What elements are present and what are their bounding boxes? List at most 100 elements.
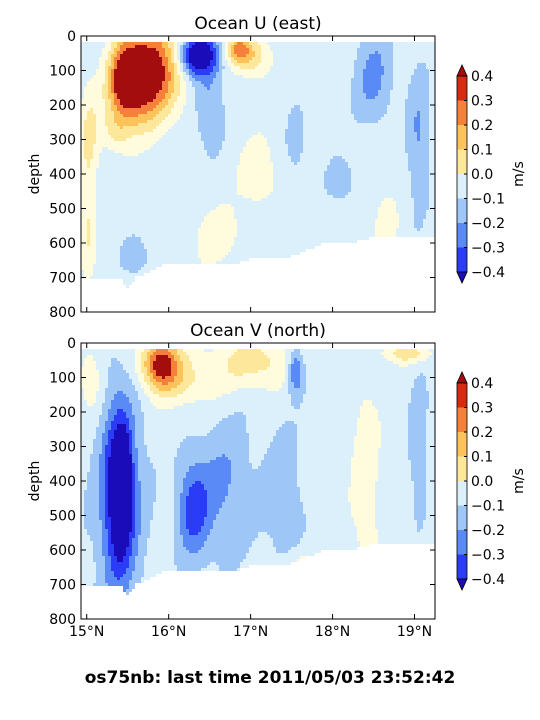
contour-cell (123, 159, 127, 163)
contour-cell (114, 69, 118, 73)
contour-cell (180, 69, 184, 73)
contour-cell (234, 132, 238, 136)
contour-cell (219, 63, 223, 67)
contour-cell (270, 147, 274, 151)
contour-cell (252, 90, 256, 94)
contour-cell (87, 60, 91, 64)
contour-cell (297, 36, 301, 40)
contour-cell (108, 72, 112, 76)
contour-cell (165, 63, 169, 67)
contour-cell (135, 60, 139, 64)
contour-cell (393, 93, 397, 97)
contour-cell (291, 72, 295, 76)
contour-cell (132, 126, 136, 130)
contour-cell (354, 135, 358, 139)
contour-cell (378, 129, 382, 133)
contour-cell (117, 36, 121, 40)
contour-cell (423, 144, 427, 148)
contour-cell (183, 159, 187, 163)
contour-cell (402, 111, 406, 115)
contour-cell (411, 147, 415, 151)
contour-cell (120, 81, 124, 85)
contour-cell (318, 150, 322, 154)
contour-cell (273, 87, 277, 91)
contour-cell (201, 111, 205, 115)
contour-cell (372, 138, 376, 142)
contour-cell (267, 114, 271, 118)
contour-cell (243, 120, 247, 124)
contour-cell (342, 36, 346, 40)
contour-cell (285, 135, 289, 139)
contour-cell (363, 129, 367, 133)
contour-cell (381, 126, 385, 130)
contour-cell (375, 141, 379, 145)
contour-cell (264, 69, 268, 73)
contour-cell (189, 39, 193, 43)
contour-cell (363, 84, 367, 88)
contour-cell (279, 36, 283, 40)
contour-cell (303, 126, 307, 130)
contour-cell (225, 72, 229, 76)
contour-cell (333, 66, 337, 70)
contour-cell (270, 84, 274, 88)
contour-cell (144, 54, 148, 58)
contour-cell (105, 63, 109, 67)
contour-cell (111, 93, 115, 97)
contour-cell (90, 84, 94, 88)
contour-cell (276, 135, 280, 139)
contour-cell (324, 78, 328, 82)
contour-cell (429, 54, 433, 58)
contour-cell (315, 147, 319, 151)
contour-cell (318, 75, 322, 79)
contour-cell (312, 75, 316, 79)
contour-cell (132, 48, 136, 52)
contour-cell (423, 150, 427, 154)
contour-cell (300, 114, 304, 118)
contour-cell (147, 141, 151, 145)
contour-cell (273, 54, 277, 58)
contour-cell (429, 117, 433, 121)
contour-cell (180, 117, 184, 121)
contour-cell (300, 81, 304, 85)
contour-cell (405, 105, 409, 109)
contour-cell (96, 54, 100, 58)
contour-cell (297, 114, 301, 118)
contour-cell (264, 96, 268, 100)
contour-cell (228, 72, 232, 76)
contour-cell (306, 111, 310, 115)
contour-cell (132, 159, 136, 163)
contour-cell (99, 156, 103, 160)
contour-cell (237, 72, 241, 76)
contour-cell (213, 63, 217, 67)
contour-cell (81, 126, 85, 130)
contour-cell (177, 69, 181, 73)
contour-cell (159, 111, 163, 115)
contour-cell (306, 42, 310, 46)
contour-cell (345, 156, 349, 160)
contour-cell (162, 147, 166, 151)
contour-cell (315, 99, 319, 103)
contour-cell (177, 66, 181, 70)
contour-cell (381, 75, 385, 79)
contour-cell (294, 87, 298, 91)
contour-cell (168, 123, 172, 127)
contour-cell (267, 99, 271, 103)
contour-cell (129, 90, 133, 94)
contour-cell (108, 90, 112, 94)
contour-cell (186, 36, 190, 40)
contour-cell (366, 81, 370, 85)
contour-cell (318, 51, 322, 55)
contour-cell (147, 90, 151, 94)
contour-cell (216, 126, 220, 130)
contour-cell (93, 36, 97, 40)
contour-cell (225, 108, 229, 112)
contour-cell (375, 129, 379, 133)
contour-cell (246, 138, 250, 142)
contour-cell (171, 102, 175, 106)
contour-cell (240, 87, 244, 91)
contour-cell (198, 39, 202, 43)
contour-cell (216, 147, 220, 151)
contour-cell (315, 111, 319, 115)
contour-cell (231, 39, 235, 43)
contour-cell (414, 117, 418, 121)
